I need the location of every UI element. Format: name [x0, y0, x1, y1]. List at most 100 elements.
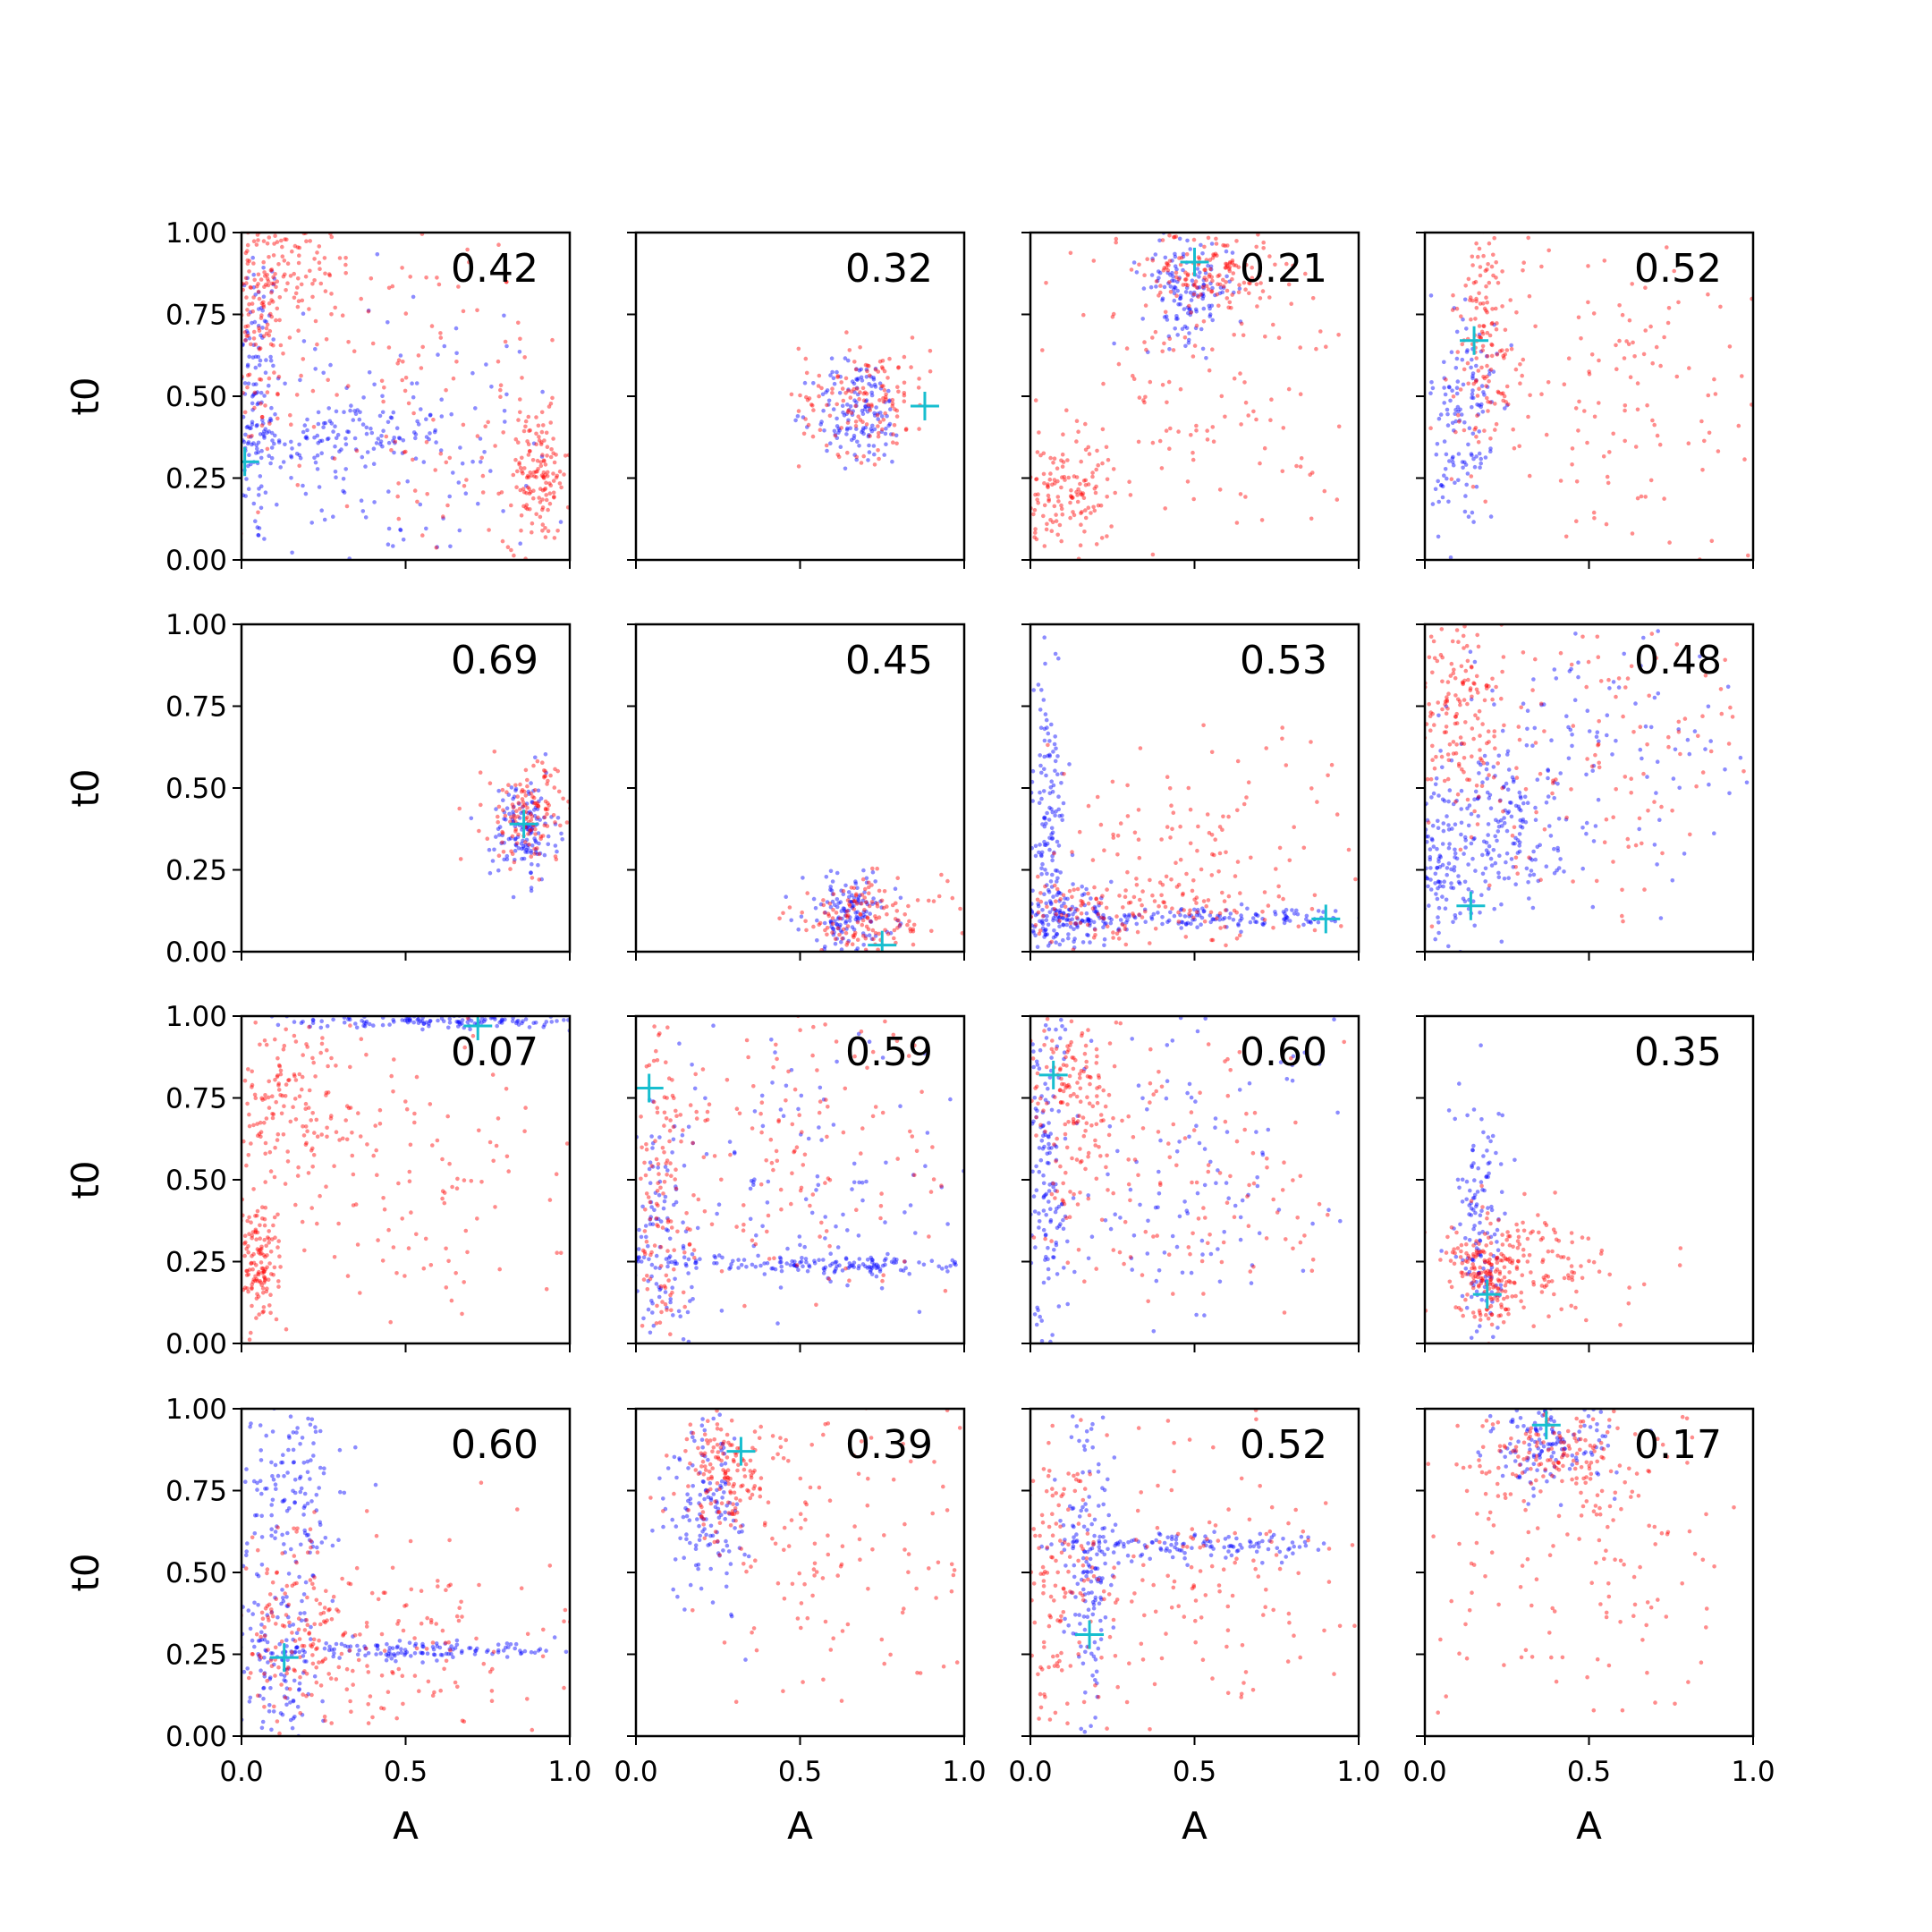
blue-sample-point: [513, 836, 518, 841]
red-sample-point: [1022, 875, 1027, 879]
red-sample-point: [1563, 534, 1569, 539]
red-sample-point: [315, 1221, 319, 1226]
blue-sample-point: [1590, 768, 1595, 773]
red-sample-point: [531, 470, 537, 475]
red-sample-point: [255, 284, 259, 289]
red-sample-point: [454, 1186, 460, 1191]
blue-sample-point: [456, 1024, 461, 1029]
blue-sample-point: [1470, 357, 1474, 362]
blue-sample-point: [779, 1264, 784, 1269]
red-sample-point: [1072, 513, 1077, 518]
blue-sample-point: [416, 1017, 421, 1021]
blue-sample-point: [646, 1243, 650, 1249]
red-sample-point: [545, 445, 550, 450]
blue-sample-point: [534, 817, 539, 821]
red-sample-point: [1538, 701, 1544, 707]
blue-sample-point: [814, 1188, 818, 1192]
red-sample-point: [805, 397, 810, 402]
blue-sample-point: [283, 442, 287, 447]
blue-sample-point: [428, 431, 432, 436]
red-sample-point: [245, 242, 250, 248]
blue-sample-point: [513, 788, 518, 793]
red-sample-point: [257, 1131, 262, 1137]
blue-sample-point: [850, 900, 854, 904]
blue-sample-point: [535, 807, 540, 811]
blue-sample-point: [1442, 360, 1446, 365]
blue-sample-point: [1654, 791, 1658, 795]
blue-sample-point: [855, 886, 860, 890]
blue-sample-point: [1208, 281, 1213, 286]
red-sample-point: [260, 1205, 265, 1209]
red-sample-point: [1617, 338, 1622, 343]
blue-sample-point: [1469, 365, 1473, 370]
blue-sample-point: [1573, 631, 1578, 636]
red-sample-point: [543, 774, 548, 778]
blue-sample-point: [1172, 284, 1177, 290]
red-sample-point: [1062, 772, 1066, 776]
blue-sample-point: [862, 890, 867, 894]
red-sample-point: [1484, 384, 1488, 388]
blue-sample-point: [1041, 698, 1046, 702]
blue-sample-point: [1051, 916, 1056, 920]
red-sample-point: [1074, 489, 1079, 495]
blue-sample-point: [1047, 835, 1052, 841]
blue-sample-point: [1544, 864, 1549, 869]
blue-sample-point: [844, 432, 849, 436]
blue-sample-point: [869, 428, 875, 434]
blue-sample-point: [1467, 803, 1472, 808]
blue-sample-point: [778, 1285, 784, 1290]
blue-sample-point: [1652, 843, 1657, 847]
blue-sample-point: [1725, 684, 1731, 690]
red-sample-point: [1269, 397, 1274, 402]
blue-sample-point: [872, 452, 877, 457]
red-sample-point: [276, 262, 281, 267]
blue-sample-point: [408, 1016, 412, 1021]
blue-sample-point: [1462, 835, 1468, 840]
red-sample-point: [1227, 300, 1233, 305]
red-sample-point: [662, 1150, 666, 1155]
red-sample-point: [865, 915, 870, 919]
red-sample-point: [1477, 708, 1482, 714]
blue-sample-point: [1479, 404, 1483, 410]
red-sample-point: [845, 924, 851, 928]
red-sample-point: [1118, 821, 1123, 826]
blue-sample-point: [682, 1255, 687, 1259]
red-sample-point: [1480, 343, 1486, 349]
red-sample-point: [313, 318, 318, 324]
red-sample-point: [1477, 246, 1482, 251]
red-sample-point: [1471, 736, 1476, 741]
blue-sample-point: [348, 1017, 352, 1022]
red-sample-point: [1196, 294, 1201, 300]
blue-sample-point: [644, 1234, 648, 1240]
panel-stat-label: 0.32: [845, 246, 933, 292]
blue-sample-point: [792, 1263, 798, 1267]
red-sample-point: [862, 895, 867, 900]
red-sample-point: [256, 1294, 261, 1299]
blue-sample-point: [1455, 404, 1461, 410]
red-sample-point: [1131, 911, 1135, 916]
blue-sample-point: [246, 463, 250, 469]
red-sample-point: [1060, 452, 1065, 457]
red-sample-point: [826, 911, 831, 916]
red-sample-point: [308, 268, 312, 274]
red-sample-point: [318, 281, 324, 286]
red-sample-point: [838, 916, 843, 921]
red-sample-point: [526, 414, 531, 419]
red-sample-point: [264, 331, 269, 336]
red-sample-point: [1136, 808, 1141, 812]
blue-sample-point: [1438, 749, 1443, 753]
blue-sample-point: [911, 1173, 916, 1177]
blue-sample-point: [1445, 411, 1450, 417]
blue-sample-point: [1525, 726, 1530, 732]
red-sample-point: [1318, 329, 1323, 334]
red-sample-point: [254, 242, 259, 247]
red-sample-point: [250, 1282, 255, 1287]
red-sample-point: [292, 1033, 297, 1038]
red-sample-point: [902, 391, 907, 395]
blue-sample-point: [840, 929, 844, 935]
red-sample-point: [1508, 298, 1513, 302]
red-sample-point: [1083, 508, 1088, 513]
blue-sample-point: [1070, 917, 1074, 921]
red-sample-point: [1168, 426, 1173, 431]
red-sample-point: [550, 337, 555, 343]
